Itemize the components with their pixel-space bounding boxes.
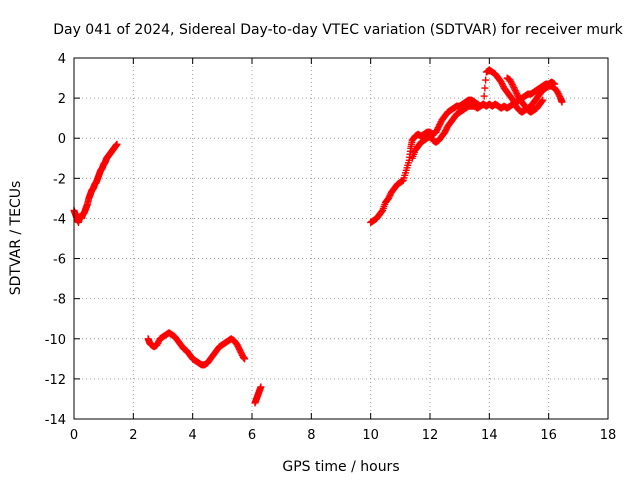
y-tick-label: -8 [53, 293, 66, 308]
y-tick-label: -10 [45, 333, 66, 348]
x-tick-label: 2 [129, 428, 137, 443]
data-point [539, 96, 547, 104]
x-tick-labels: 0 2 4 6 8 10 12 14 16 18 [70, 428, 616, 443]
chart-title: Day 041 of 2024, Sidereal Day-to-day VTE… [53, 22, 623, 38]
x-tick-label: 12 [422, 428, 439, 443]
y-tick-label: 2 [58, 92, 66, 107]
data-point [558, 98, 566, 106]
x-axis-label: GPS time / hours [282, 459, 399, 475]
x-tick-label: 8 [307, 428, 315, 443]
data-point [538, 97, 546, 105]
data-point [482, 76, 490, 84]
x-tick-label: 10 [362, 428, 379, 443]
data-point [257, 383, 265, 391]
y-axis-label: SDTVAR / TECUs [8, 181, 24, 296]
x-tick-label: 16 [540, 428, 557, 443]
x-tick-label: 6 [248, 428, 256, 443]
y-tick-label: -6 [53, 253, 66, 268]
plot-frame [73, 57, 609, 420]
x-tick-label: 18 [600, 428, 617, 443]
y-tick-label: -12 [45, 373, 66, 388]
y-tick-label: 4 [58, 52, 66, 67]
data-point [241, 355, 249, 363]
x-tick-label: 0 [70, 428, 78, 443]
y-tick-label: -2 [53, 172, 66, 187]
data-point [113, 140, 121, 148]
y-tick-label: -14 [45, 413, 66, 428]
x-tick-label: 14 [481, 428, 498, 443]
data-point [480, 92, 488, 100]
y-tick-labels: -14 -12 -10 -8 -6 -4 -2 0 2 4 [45, 52, 66, 428]
y-tick-label: -4 [53, 212, 66, 227]
data-point [481, 84, 489, 92]
y-tick-label: 0 [58, 132, 66, 147]
data-point [551, 80, 559, 88]
x-tick-label: 4 [189, 428, 197, 443]
data-points [70, 66, 566, 407]
